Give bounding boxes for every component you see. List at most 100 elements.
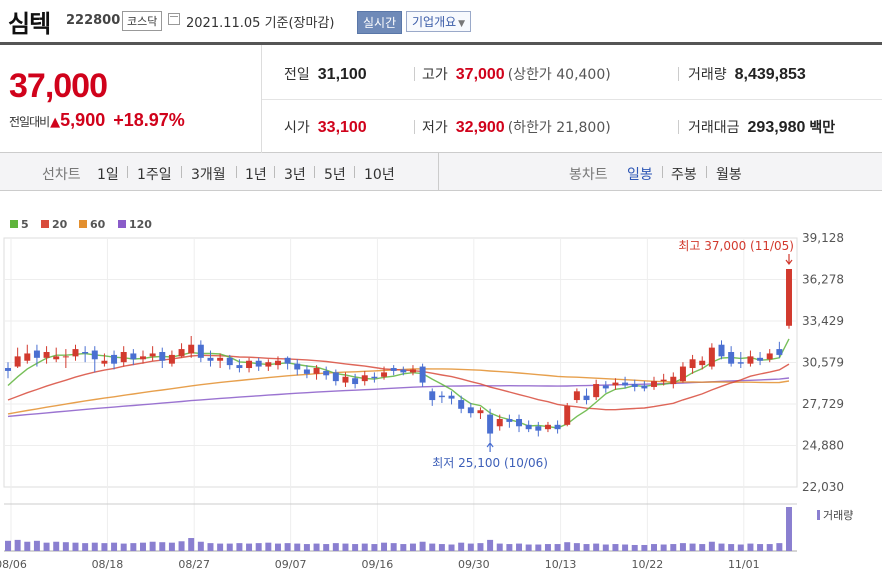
candle: [14, 356, 21, 367]
tab-10y[interactable]: 10년: [364, 167, 395, 183]
candle: [217, 357, 224, 361]
volume-bar: [381, 542, 388, 551]
volume-bar: [332, 543, 339, 551]
candle: [274, 360, 281, 366]
candle: [342, 376, 349, 383]
tab-1y[interactable]: 1년: [245, 167, 267, 183]
y-tick-label: 22,030: [802, 480, 844, 494]
tab-3m[interactable]: 3개월: [191, 167, 226, 183]
arrow-down-icon: [785, 254, 793, 265]
open-price: 시가 33,100: [284, 117, 367, 137]
volume-bar: [409, 543, 416, 551]
tab-1w[interactable]: 1주일: [137, 167, 172, 183]
volume-bar: [622, 544, 629, 551]
stock-name: 심텍: [8, 10, 51, 38]
candle: [91, 350, 98, 360]
upper-limit: (상한가 40,400): [507, 67, 611, 83]
tab-1d[interactable]: 1일: [97, 167, 119, 183]
candle: [43, 352, 50, 358]
volume-bar: [5, 540, 11, 551]
volume-bar: [33, 540, 40, 551]
candle: [631, 384, 638, 387]
candle: [419, 366, 426, 383]
legend-item-ma120: 120: [118, 218, 152, 231]
volume-bar: [689, 543, 696, 551]
candle-chart-label: 봉차트: [569, 167, 608, 183]
volume-bar: [419, 541, 426, 551]
volume-bar: [323, 544, 330, 551]
divider: [354, 166, 355, 178]
y-tick-label: 33,429: [802, 314, 844, 328]
candle: [679, 366, 686, 382]
candle: [265, 362, 272, 367]
realtime-button[interactable]: 실시간: [357, 11, 403, 34]
x-tick-label: 09/30: [458, 558, 490, 571]
lower-limit: (하한가 21,800): [507, 120, 611, 136]
x-tick-label: 09/07: [275, 558, 307, 571]
day-low-label: 저가: [422, 120, 448, 136]
candle: [313, 368, 320, 374]
candle: [24, 353, 31, 361]
candle: [409, 369, 416, 373]
summary-row-divider: [262, 99, 882, 100]
volume-bar: [352, 544, 359, 551]
volume-bar: [361, 543, 368, 551]
price-summary: 37,000 전일대비▲5,900 +18.97% 전일 31,100 고가 37,0…: [0, 45, 882, 153]
volume-bar: [294, 543, 301, 551]
corp-info-dropdown[interactable]: 기업개요 ▼: [406, 11, 472, 32]
prev-close-value: 31,100: [317, 66, 367, 83]
volume-bar: [641, 544, 648, 551]
candle: [294, 363, 301, 370]
volume-legend-swatch: [817, 510, 820, 520]
volume-bar: [747, 543, 754, 551]
volume-bar: [506, 544, 513, 551]
tab-weekly[interactable]: 주봉: [671, 167, 697, 183]
y-tick-label: 24,880: [802, 439, 844, 453]
volume-bar: [757, 544, 764, 551]
divider: [706, 166, 707, 178]
legend-swatch: [10, 220, 18, 228]
legend-label: 120: [129, 218, 152, 231]
volume-bar: [612, 544, 619, 551]
volume-bar: [159, 542, 166, 551]
y-tick-label: 39,128: [802, 231, 844, 245]
candle: [593, 384, 600, 398]
candle: [390, 368, 397, 371]
volume-bar: [737, 544, 744, 551]
volume-bar: [728, 544, 735, 551]
volume-bar: [776, 543, 783, 551]
candle: [438, 395, 445, 398]
candle: [72, 349, 79, 357]
volume-bar: [111, 542, 118, 551]
candle: [602, 385, 609, 389]
tab-5y[interactable]: 5년: [324, 167, 346, 183]
volume-bar: [448, 544, 455, 551]
line-chart-label: 선차트: [42, 167, 81, 183]
tab-3y[interactable]: 3년: [284, 167, 306, 183]
volume-bar: [766, 544, 773, 551]
chevron-down-icon: ▼: [458, 19, 466, 29]
y-tick-label: 36,278: [802, 273, 844, 287]
trade-amount-label: 거래대금: [688, 120, 740, 136]
volume-bar: [593, 543, 600, 551]
candle: [332, 372, 339, 382]
legend-label: 60: [90, 218, 106, 231]
legend-item-ma5: 5: [10, 218, 29, 231]
tab-daily[interactable]: 일봉: [627, 167, 653, 183]
tab-monthly[interactable]: 월봉: [716, 167, 742, 183]
candle: [178, 349, 185, 357]
candle: [496, 418, 503, 427]
volume-bar: [564, 542, 571, 551]
candle: [139, 356, 146, 360]
candle: [284, 357, 291, 364]
trade-amount-unit: 백만: [809, 120, 836, 136]
up-triangle-icon: ▲: [50, 115, 61, 130]
legend-item-ma20: 20: [41, 218, 67, 231]
volume-bar: [708, 541, 715, 551]
candle: [101, 360, 108, 364]
low-annotation: 최저 25,100 (10/06): [432, 456, 548, 470]
divider: [678, 67, 679, 81]
ma120-line: [7, 377, 790, 418]
change-percent: +18.97%: [113, 110, 185, 130]
candle: [82, 352, 89, 354]
